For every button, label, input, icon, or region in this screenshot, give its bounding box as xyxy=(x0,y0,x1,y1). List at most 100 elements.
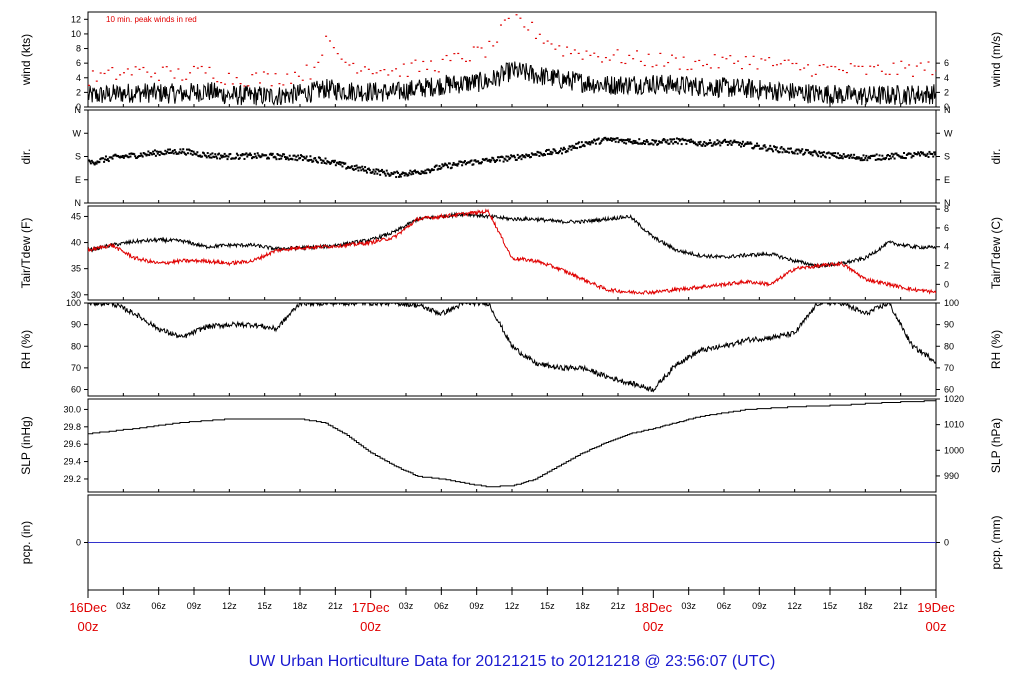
direction-point xyxy=(506,159,509,162)
peak-wind-point xyxy=(515,14,518,16)
direction-point xyxy=(367,167,370,170)
direction-point xyxy=(919,151,922,154)
direction-point xyxy=(280,157,283,160)
y-tick-label-left: 90 xyxy=(71,320,81,330)
direction-point xyxy=(854,157,857,160)
direction-point xyxy=(643,143,646,146)
direction-point xyxy=(463,161,466,164)
direction-point xyxy=(219,154,222,157)
direction-point xyxy=(98,161,101,164)
direction-point xyxy=(862,154,865,157)
peak-wind-point xyxy=(674,57,677,59)
peak-wind-point xyxy=(216,81,219,83)
direction-point xyxy=(891,155,894,158)
direction-point xyxy=(718,140,721,143)
direction-point xyxy=(104,155,107,158)
direction-point xyxy=(468,161,471,164)
direction-point xyxy=(362,168,365,171)
direction-point xyxy=(446,166,449,169)
direction-point xyxy=(249,152,252,155)
peak-wind-point xyxy=(900,60,903,62)
y-tick-label-left: 0 xyxy=(76,102,81,112)
peak-wind-point xyxy=(651,66,654,68)
peak-wind-point xyxy=(328,40,331,42)
direction-point xyxy=(909,152,912,155)
peak-wind-point xyxy=(729,55,732,57)
peak-wind-point xyxy=(542,42,545,44)
peak-wind-point xyxy=(791,62,794,65)
y-tick-label-right: 6 xyxy=(944,223,949,233)
direction-point xyxy=(168,152,171,155)
direction-point xyxy=(574,146,577,149)
direction-point xyxy=(644,140,647,143)
peak-wind-point xyxy=(356,72,359,74)
direction-point xyxy=(739,141,742,144)
peak-wind-point xyxy=(911,75,914,77)
direction-point xyxy=(632,139,635,142)
peak-wind-point xyxy=(562,55,565,57)
direction-point xyxy=(245,152,248,155)
direction-point xyxy=(927,155,930,158)
direction-point xyxy=(120,156,123,159)
peak-wind-point xyxy=(91,70,94,72)
direction-point xyxy=(507,155,510,158)
direction-point xyxy=(485,157,488,160)
direction-point xyxy=(899,155,902,158)
direction-point xyxy=(489,160,492,163)
direction-point xyxy=(599,141,602,144)
direction-point xyxy=(134,155,137,158)
direction-point xyxy=(778,151,781,154)
y-tick-label-right: 2 xyxy=(944,261,949,271)
x-day-hour-label: 00z xyxy=(360,619,381,634)
direction-point xyxy=(575,142,578,145)
direction-point xyxy=(88,159,90,162)
direction-point xyxy=(288,154,291,157)
peak-wind-point xyxy=(235,77,238,79)
direction-point xyxy=(582,143,585,146)
peak-wind-point xyxy=(395,68,398,70)
y-tick-label-right: W xyxy=(944,128,953,138)
direction-point xyxy=(190,149,193,152)
direction-point xyxy=(325,162,328,165)
direction-point xyxy=(283,156,286,159)
direction-point xyxy=(902,156,905,159)
direction-point xyxy=(338,160,341,163)
direction-point xyxy=(318,156,321,159)
peak-wind-point xyxy=(259,82,262,84)
peak-wind-point xyxy=(884,73,887,75)
direction-point xyxy=(472,163,475,166)
peak-wind-point xyxy=(888,73,891,75)
peak-wind-point xyxy=(484,56,487,58)
peak-wind-point xyxy=(873,66,876,68)
direction-point xyxy=(242,153,245,156)
peak-wind-point xyxy=(810,75,813,77)
direction-point xyxy=(519,155,522,158)
peak-wind-point xyxy=(313,66,316,68)
direction-point xyxy=(535,153,538,156)
direction-point xyxy=(133,153,136,156)
direction-point xyxy=(867,156,870,159)
direction-point xyxy=(878,154,881,157)
direction-point xyxy=(821,151,824,154)
direction-point xyxy=(631,142,634,145)
direction-point xyxy=(207,155,210,158)
direction-point xyxy=(625,142,628,145)
direction-point xyxy=(921,151,924,154)
direction-point xyxy=(717,142,720,145)
y-tick-label-right: 0 xyxy=(944,102,949,112)
direction-point xyxy=(563,148,566,151)
direction-point xyxy=(387,173,390,176)
direction-point xyxy=(297,154,300,157)
y-axis-label-right: dir. xyxy=(989,148,1003,164)
peak-wind-point xyxy=(779,63,782,65)
direction-point xyxy=(153,149,156,152)
direction-point xyxy=(474,159,477,162)
peak-wind-point xyxy=(227,72,230,74)
peak-wind-point xyxy=(748,63,751,66)
peak-wind-point xyxy=(740,68,743,70)
direction-point xyxy=(166,150,169,153)
direction-point xyxy=(332,161,335,164)
direction-point xyxy=(853,153,856,156)
series-group xyxy=(88,303,936,393)
peak-wind-point xyxy=(760,58,763,60)
